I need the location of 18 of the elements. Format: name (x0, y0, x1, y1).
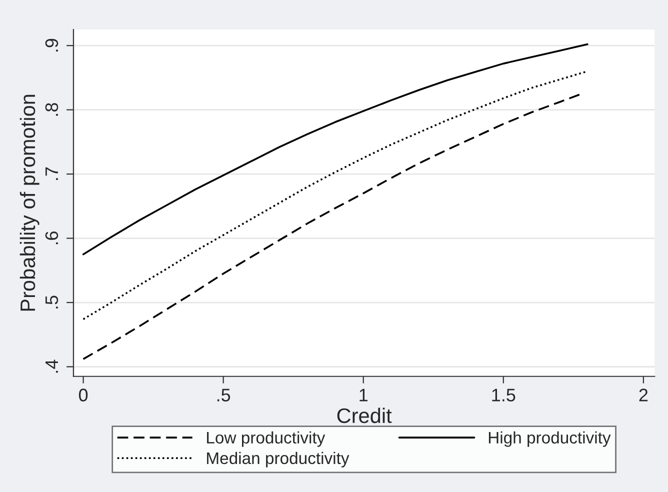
y-tick-label: .5 (46, 296, 58, 308)
x-axis-title: Credit (337, 408, 392, 424)
legend-label: Low productivity (207, 431, 326, 447)
legend-label: High productivity (488, 431, 611, 447)
y-tick-label: .4 (46, 360, 58, 373)
legend-label: Median productivity (207, 452, 350, 468)
y-tick-label: .8 (45, 103, 58, 116)
line-series (82, 70, 588, 320)
y-axis-title: Probability of promotion (20, 94, 40, 311)
y-tick-label: .9 (45, 38, 58, 52)
x-tick-label: 2 (639, 388, 648, 402)
x-tick-label: 1.5 (492, 388, 516, 402)
x-tick-label: .5 (217, 388, 230, 402)
x-tick-label: 1 (360, 388, 368, 402)
line-series (82, 43, 588, 256)
x-tick-label: 0 (78, 388, 88, 402)
y-tick-label: .7 (46, 167, 58, 180)
y-tick-label: .6 (45, 232, 58, 244)
